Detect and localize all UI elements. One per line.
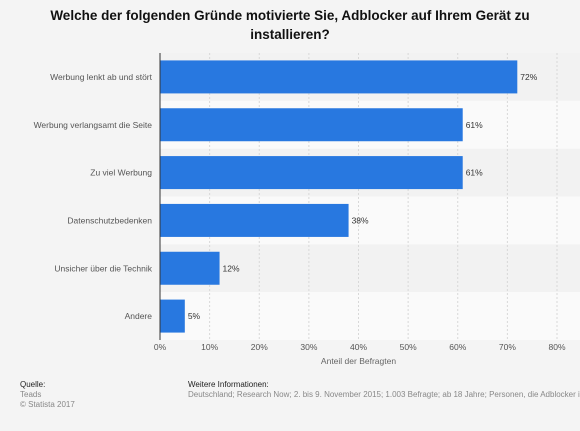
category-label: Datenschutzbedenken xyxy=(67,215,152,225)
info-block: Weitere Informationen: Deutschland; Rese… xyxy=(188,380,580,400)
data-label: 38% xyxy=(352,215,369,225)
source-heading: Quelle: xyxy=(20,380,46,389)
x-tick-label: 40% xyxy=(350,342,367,352)
data-label: 61% xyxy=(466,120,483,130)
row-bands xyxy=(160,53,580,340)
copyright: © Statista 2017 xyxy=(20,400,75,409)
x-tick-label: 70% xyxy=(499,342,516,352)
bars xyxy=(160,60,518,333)
category-label: Zu viel Werbung xyxy=(90,168,152,178)
x-tick-label: 50% xyxy=(400,342,417,352)
source-name: Teads xyxy=(20,390,42,399)
bar xyxy=(160,203,349,237)
x-tick-label: 80% xyxy=(548,342,565,352)
category-label: Unsicher über die Technik xyxy=(54,263,152,273)
data-label: 5% xyxy=(188,311,201,321)
category-label: Werbung lenkt ab und stört xyxy=(50,72,153,82)
data-label: 72% xyxy=(520,72,537,82)
x-axis-title: Anteil der Befragten xyxy=(321,356,396,366)
bar xyxy=(160,60,518,94)
x-tick-label: 0% xyxy=(154,342,167,352)
x-tick-label: 10% xyxy=(201,342,218,352)
bar xyxy=(160,156,463,190)
chart-title: Welche der folgenden Gründe motivierte S… xyxy=(50,8,530,42)
info-text: Deutschland; Research Now; 2. bis 9. Nov… xyxy=(188,390,580,399)
category-label: Andere xyxy=(125,311,153,321)
category-label: Werbung verlangsamt die Seite xyxy=(34,120,153,130)
bar-chart: 0% 10% 20% 30% 40% 50% 60% 70% 80% Werbung lenkt … xyxy=(34,53,580,366)
x-tick-label: 60% xyxy=(449,342,466,352)
info-heading: Weitere Informationen: xyxy=(188,380,269,389)
bar xyxy=(160,108,463,142)
bar xyxy=(160,251,220,285)
bar xyxy=(160,299,185,333)
source-block: Quelle: Teads © Statista 2017 xyxy=(20,380,75,410)
data-label: 12% xyxy=(223,263,240,273)
row-band xyxy=(160,292,580,340)
row-band xyxy=(160,244,580,293)
labels: 0% 10% 20% 30% 40% 50% 60% 70% 80% Werbung lenkt … xyxy=(34,72,566,352)
x-tick-label: 20% xyxy=(251,342,268,352)
x-tick-label: 30% xyxy=(300,342,317,352)
data-label: 61% xyxy=(466,168,483,178)
